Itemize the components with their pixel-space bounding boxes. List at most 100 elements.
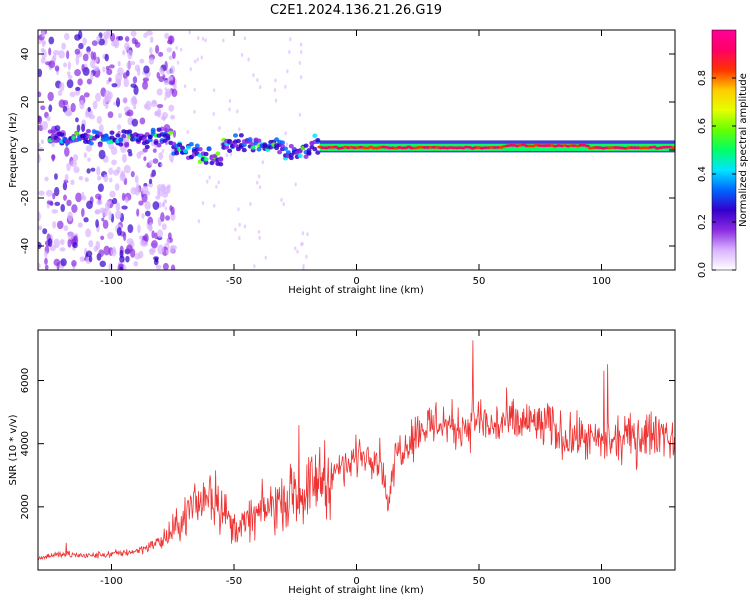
spectrogram-cell [38,68,43,78]
spectrogram-cell [61,42,66,50]
spectrogram-cell [138,250,144,259]
spectrogram-cell [75,55,80,66]
spectrogram-cell [168,104,175,112]
spectrogram-cell [114,183,120,191]
spectrogram-cell [81,123,86,133]
spectrogram-cell [193,109,196,114]
spectrogram-cell [139,239,146,247]
spectrogram-cell [162,262,169,270]
spectrogram-cell [185,145,191,150]
spectrogram-cell [40,57,46,64]
spectrogram-cell [64,147,70,157]
spectrogram-cell [584,144,590,148]
spectrogram-cell [75,117,79,123]
spectrogram-cell [81,191,85,200]
spectrogram-cell [47,238,53,247]
spectrogram-cell [160,212,165,222]
spectrogram-cell [154,110,161,117]
spectrogram-cell [82,53,89,62]
spectrogram-cell [197,36,200,41]
spectrogram-cell [110,248,117,257]
spectrogram-cell [148,159,153,166]
spectrogram-cell [53,258,61,267]
spectrogram-cell [188,30,191,35]
spectrogram-cell [131,118,139,127]
spectrogram-cell [82,37,87,46]
spectrogram-cell [98,149,106,160]
snr-y-ticks: 2000 4000 6000 [20,368,675,520]
spectrogram-cell [38,211,41,222]
spectrogram-cell [136,182,140,193]
snr-x-ticks: -100 -50 0 50 100 [100,330,611,587]
spectrogram-cell [70,102,76,113]
spectrogram-cell [64,173,69,181]
spectrogram-cell [164,60,168,71]
spectrogram-cell [288,143,294,149]
spectrogram-cell [44,264,49,270]
spectrogram-cell [203,160,209,165]
spectrogram-cell [256,147,262,152]
spectrogram-cell [86,78,93,85]
spectrogram-cell [288,155,294,161]
spectrogram-cell [222,38,225,43]
spectrogram-cell [103,133,109,138]
spectrogram-cell [95,92,101,102]
spectrogram-cell [86,46,91,53]
spectrogram-cell [160,185,166,193]
spectrogram-cell [286,69,289,74]
spectrogram-cell [188,142,194,147]
spectrogram-cell [294,246,297,251]
spectrogram-cell [193,59,197,64]
spectrogram-cell [122,264,127,270]
spectrogram-cell [224,145,230,150]
colorbar-gradient [711,29,737,271]
spectrogram-cell [131,95,137,104]
spectrogram-cell [169,245,176,254]
spectrogram-cell [48,104,53,113]
spectrogram-x-tick-label: 50 [473,276,486,287]
spectrogram-cell [197,147,203,152]
spectrogram-cell [57,90,63,97]
spectrogram-cell [176,60,180,65]
spectrogram-cell [206,146,212,151]
spectrogram-cell [78,175,84,181]
colorbar: 0.0 0.2 0.4 0.6 0.8 Normalized spectral ampl… [697,29,749,278]
spectrogram-x-tick-label: -100 [100,276,123,287]
spectrogram-cell [162,117,166,122]
spectrogram-cell [88,255,93,263]
spectrogram-cell [180,47,183,52]
snr-chart: -100 -50 0 50 100 2000 4000 6000 Height of str… [8,329,676,596]
spectrogram-cell [38,91,42,98]
spectrogram-cell [165,136,171,141]
spectrogram-cell [138,235,143,240]
spectrogram-cell [109,177,113,183]
spectrogram-cell [62,182,68,191]
spectrogram-cell [257,174,261,179]
spectrogram-cell [108,167,114,175]
spectrogram-cell [164,32,169,39]
spectrogram-cell [95,219,99,228]
spectrogram-cell [166,69,171,75]
spectrogram-cell [102,66,106,73]
spectrogram-cell [177,142,183,148]
spectrogram-cell [141,185,149,195]
spectrogram-cell [183,84,187,89]
spectrogram-cell [157,244,165,255]
spectrogram-cell [170,114,176,120]
spectrogram-cell [100,235,105,241]
spectrogram-cell [88,240,94,248]
spectrogram-cell [52,192,56,200]
spectrogram-cell [169,205,173,212]
spectrogram-cell [109,32,116,42]
spectrogram-cell [142,77,150,82]
spectrogram-cell [124,141,130,147]
spectrogram-cell [296,249,299,254]
spectrogram-cell [116,166,121,174]
spectrogram-cell [298,60,301,65]
spectrogram-cell [164,206,168,211]
spectrogram-cell [163,199,168,204]
spectrogram-cell [227,148,233,154]
spectrogram-cell [116,124,122,130]
spectrogram-cell [122,49,126,56]
spectrogram-cell [172,129,177,138]
